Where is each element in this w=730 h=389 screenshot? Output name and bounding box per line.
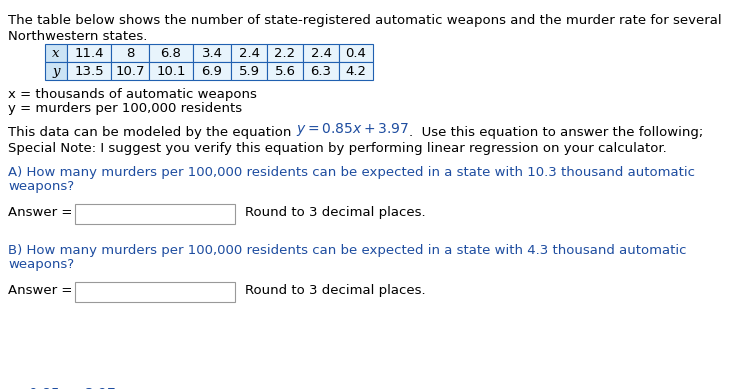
Text: x: x: [53, 47, 60, 60]
Bar: [111, 44, 149, 62]
Bar: [231, 44, 267, 62]
Text: x = thousands of automatic weapons: x = thousands of automatic weapons: [8, 88, 257, 101]
Text: 6.9: 6.9: [201, 65, 223, 77]
Bar: [267, 44, 303, 62]
Bar: [75, 282, 235, 302]
Text: 0.4: 0.4: [345, 47, 366, 60]
Text: 2.4: 2.4: [310, 47, 331, 60]
Text: Special Note: I suggest you verify this equation by performing linear regression: Special Note: I suggest you verify this …: [8, 142, 666, 155]
Text: B) How many murders per 100,000 residents can be expected in a state with 4.3 th: B) How many murders per 100,000 resident…: [8, 244, 686, 257]
Text: Answer =: Answer =: [8, 284, 72, 297]
Bar: [67, 62, 111, 80]
Text: weapons?: weapons?: [8, 258, 74, 271]
Text: .  Use this equation to answer the following;: . Use this equation to answer the follow…: [409, 126, 703, 139]
Text: y = murders per 100,000 residents: y = murders per 100,000 residents: [8, 102, 242, 115]
Bar: [303, 44, 339, 62]
Text: 3.4: 3.4: [201, 47, 223, 60]
Text: weapons?: weapons?: [8, 180, 74, 193]
Text: 5.6: 5.6: [274, 65, 296, 77]
Bar: [111, 62, 149, 80]
Bar: [193, 44, 231, 62]
Text: 2.4: 2.4: [239, 47, 259, 60]
Bar: [303, 62, 339, 80]
Bar: [193, 62, 231, 80]
Bar: [149, 44, 193, 62]
Bar: [149, 62, 193, 80]
Text: 11.4: 11.4: [74, 47, 104, 60]
Text: $y = 0.85x + 3.97$: $y = 0.85x + 3.97$: [296, 121, 409, 137]
Text: 2.2: 2.2: [274, 47, 296, 60]
Text: 8: 8: [126, 47, 134, 60]
Text: The table below shows the number of state-registered automatic weapons and the m: The table below shows the number of stat…: [8, 14, 722, 27]
Text: Round to 3 decimal places.: Round to 3 decimal places.: [245, 206, 426, 219]
Bar: [231, 62, 267, 80]
Text: $y = 0.85x + 3.97$: $y = 0.85x + 3.97$: [3, 386, 116, 389]
Text: Northwestern states.: Northwestern states.: [8, 30, 147, 43]
Text: y: y: [53, 65, 60, 77]
Text: 10.1: 10.1: [156, 65, 185, 77]
Text: 13.5: 13.5: [74, 65, 104, 77]
Text: A) How many murders per 100,000 residents can be expected in a state with 10.3 t: A) How many murders per 100,000 resident…: [8, 166, 695, 179]
Bar: [75, 204, 235, 224]
Bar: [67, 44, 111, 62]
Text: Round to 3 decimal places.: Round to 3 decimal places.: [245, 284, 426, 297]
Bar: [267, 62, 303, 80]
Text: 5.9: 5.9: [239, 65, 259, 77]
Text: 4.2: 4.2: [345, 65, 366, 77]
Text: 6.8: 6.8: [161, 47, 182, 60]
Text: 6.3: 6.3: [310, 65, 331, 77]
Bar: [45, 44, 67, 62]
Bar: [45, 62, 67, 80]
Bar: [339, 44, 373, 62]
Bar: [339, 62, 373, 80]
Text: This data can be modeled by the equation: This data can be modeled by the equation: [8, 126, 296, 139]
Text: Answer =: Answer =: [8, 206, 72, 219]
Text: 10.7: 10.7: [115, 65, 145, 77]
